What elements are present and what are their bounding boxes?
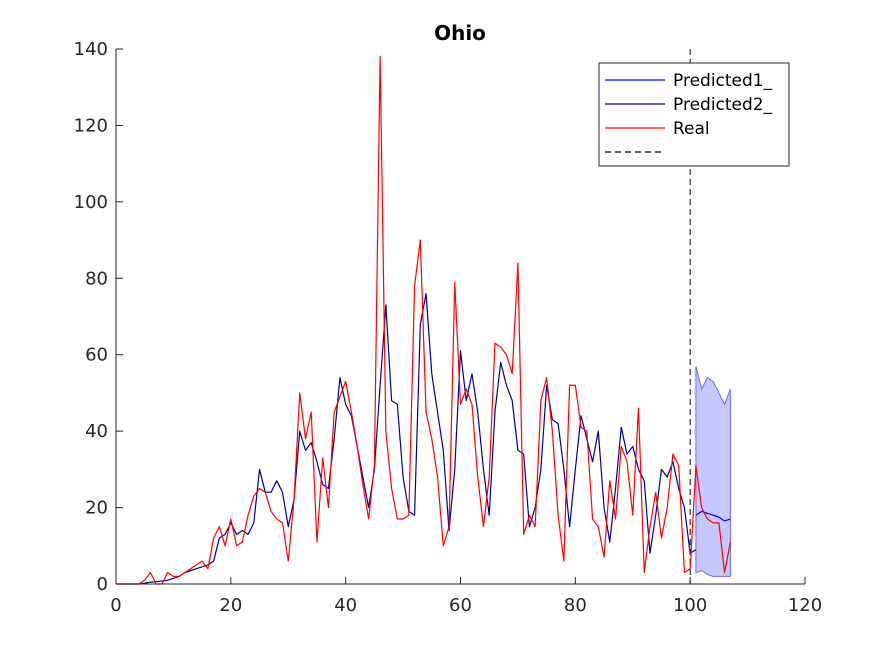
series-layer	[116, 49, 731, 585]
axes-layer: 0 20 40 60 80 100 120 0 20 40 60 80 100 120 140	[74, 39, 823, 616]
x-tick-label: 120	[788, 595, 822, 616]
legend: Predicted1_ Predicted2_ Real	[598, 62, 790, 167]
series-real-line	[116, 56, 731, 585]
y-tick-label: 80	[85, 268, 108, 289]
x-tick-label: 60	[449, 595, 472, 616]
x-tick-label: 100	[673, 595, 707, 616]
y-tick-label: 60	[85, 345, 108, 366]
confidence-band-layer	[695, 366, 731, 577]
y-tick-label: 100	[74, 192, 108, 213]
y-tick-label: 40	[85, 421, 108, 442]
legend-entry-predicted1-label: Predicted1_	[673, 71, 773, 91]
prediction-band	[695, 366, 731, 577]
chart-title: Ohio	[434, 21, 486, 45]
x-tick-label: 0	[110, 595, 121, 616]
legend-entry-predicted2-label: Predicted2_	[673, 95, 773, 115]
x-tick-label: 80	[564, 595, 587, 616]
x-tick-label: 20	[219, 595, 242, 616]
x-tick-label: 40	[334, 595, 357, 616]
series-predicted1-line	[695, 510, 731, 522]
y-tick-label: 20	[85, 498, 108, 519]
legend-entry-real-label: Real	[673, 119, 710, 139]
y-tick-label: 120	[74, 115, 108, 136]
y-tick-label: 0	[97, 574, 108, 595]
y-tick-label: 140	[74, 39, 108, 60]
series-predicted2-line	[116, 292, 697, 585]
